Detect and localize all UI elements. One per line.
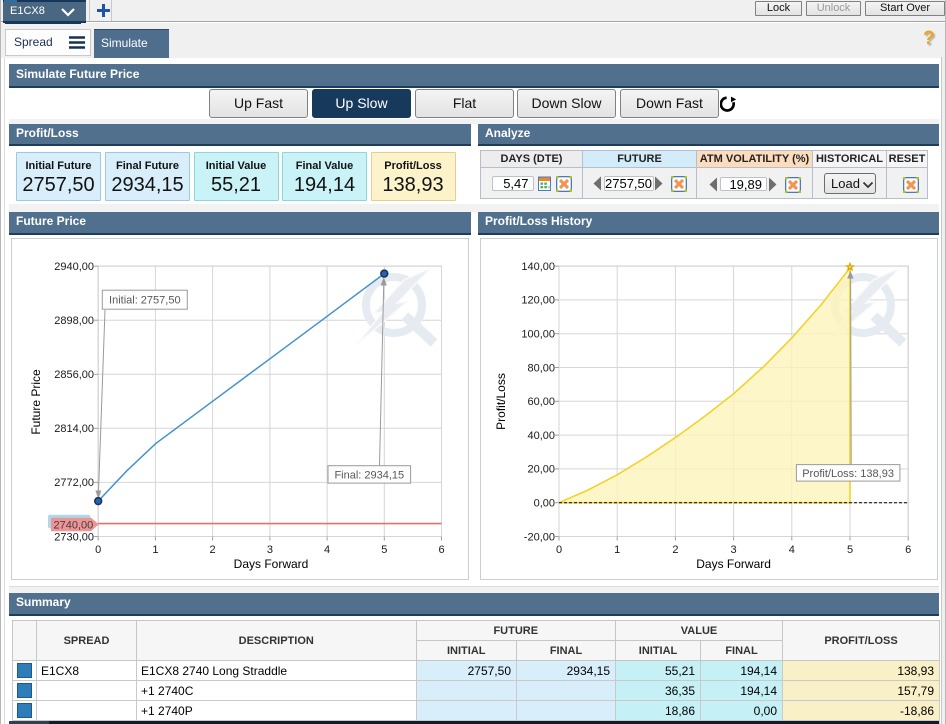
- svg-text:5: 5: [381, 544, 387, 556]
- svg-text:Initial: 2757,50: Initial: 2757,50: [109, 295, 181, 307]
- svg-text:6: 6: [438, 544, 444, 556]
- svg-text:2740,00: 2740,00: [54, 519, 94, 531]
- svg-text:2940,00: 2940,00: [54, 261, 94, 273]
- svg-text:0: 0: [556, 544, 562, 556]
- svg-text:2814,00: 2814,00: [54, 423, 94, 435]
- svg-text:2730,00: 2730,00: [54, 531, 94, 543]
- svg-text:0: 0: [95, 544, 101, 556]
- svg-text:20,00: 20,00: [527, 464, 555, 476]
- svg-text:Profit/Loss: 138,93: Profit/Loss: 138,93: [802, 468, 894, 480]
- svg-text:Days Forward: Days Forward: [696, 557, 771, 571]
- svg-text:3: 3: [267, 544, 273, 556]
- svg-text:5: 5: [847, 544, 853, 556]
- svg-text:1: 1: [614, 544, 620, 556]
- svg-text:-20,00: -20,00: [524, 531, 555, 543]
- svg-text:80,00: 80,00: [527, 362, 555, 374]
- svg-text:Profit/Loss: Profit/Loss: [494, 373, 508, 430]
- svg-text:2898,00: 2898,00: [54, 315, 94, 327]
- svg-text:100,00: 100,00: [521, 329, 555, 341]
- svg-text:60,00: 60,00: [527, 396, 555, 408]
- svg-text:140,00: 140,00: [521, 261, 555, 273]
- svg-text:Days Forward: Days Forward: [234, 557, 309, 571]
- svg-text:2: 2: [210, 544, 216, 556]
- svg-text:1: 1: [152, 544, 158, 556]
- svg-text:3: 3: [731, 544, 737, 556]
- svg-text:2: 2: [672, 544, 678, 556]
- svg-text:0,00: 0,00: [534, 498, 555, 510]
- svg-text:Future Price: Future Price: [29, 369, 43, 435]
- svg-text:120,00: 120,00: [521, 295, 555, 307]
- svg-text:2772,00: 2772,00: [54, 477, 94, 489]
- svg-text:6: 6: [905, 544, 911, 556]
- svg-text:2856,00: 2856,00: [54, 369, 94, 381]
- svg-text:Final: 2934,15: Final: 2934,15: [334, 469, 404, 481]
- svg-text:40,00: 40,00: [527, 430, 555, 442]
- svg-text:4: 4: [324, 544, 330, 556]
- svg-text:4: 4: [789, 544, 795, 556]
